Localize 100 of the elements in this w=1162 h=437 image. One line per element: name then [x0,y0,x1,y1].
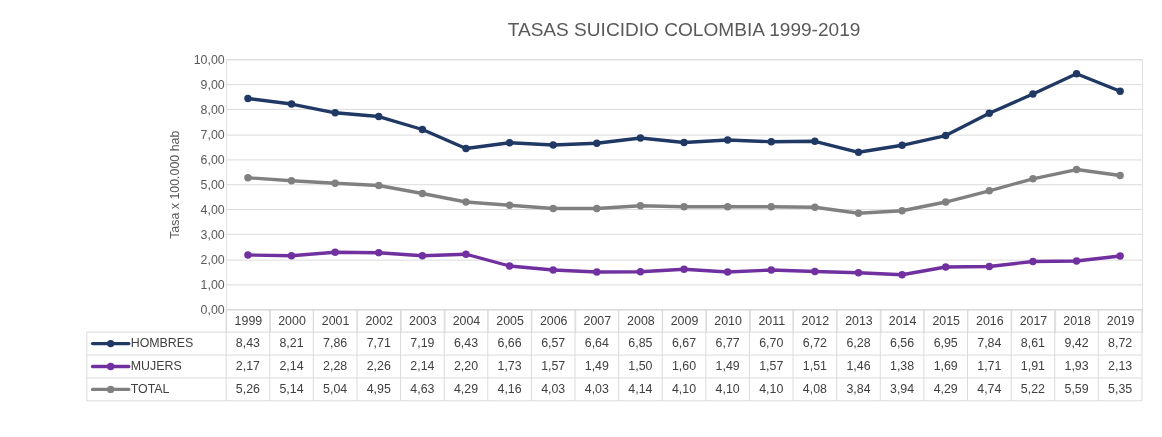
data-label: 6,95 [933,336,958,351]
point [985,262,994,271]
point [375,181,383,190]
point [680,265,688,273]
legend-label: TOTAL [130,382,170,397]
data-label: 6,70 [759,336,784,351]
data-label: 8,43 [235,336,261,351]
data-label: 1,51 [802,359,828,374]
data-label: 8,21 [279,336,304,351]
point [723,136,732,144]
point [1072,257,1081,265]
data-label: 6,85 [628,336,653,351]
point [549,141,557,149]
x-tick-label: 2007 [583,313,612,328]
point [549,266,557,274]
point [985,109,994,117]
y-tick-label: 1,00 [200,277,225,292]
data-label: 1,69 [933,359,958,374]
point [680,138,688,147]
x-tick-label: 2006 [539,313,568,328]
data-label: 2,14 [410,359,435,374]
point [549,204,557,213]
data-label: 4,03 [541,382,566,397]
data-label: 1,93 [1064,359,1089,374]
data-label: 8,72 [1108,336,1133,351]
data-label: 4,29 [453,382,479,397]
y-axis-title: Tasa x 100.000 hab [168,130,183,239]
point [375,112,383,121]
point [767,203,775,211]
point [593,268,601,276]
point [1029,175,1037,183]
data-label: 6,56 [890,336,915,351]
point [287,252,296,260]
point [593,139,601,147]
x-tick-label: 2019 [1106,313,1135,328]
data-label: 7,19 [410,336,435,351]
point [898,141,906,149]
legend-label: HOMBRES [130,336,194,351]
data-label: 9,42 [1064,336,1089,351]
point [375,249,383,257]
y-tick-label: 6,00 [200,152,225,167]
data-label: 1,71 [977,359,1002,374]
y-tick-label: 9,00 [200,77,225,92]
data-label: 7,86 [323,336,348,351]
point [854,148,863,156]
point [287,100,296,108]
data-label: 6,43 [453,336,479,351]
point [942,263,950,271]
x-tick-label: 2008 [627,313,655,328]
legend-label: MUJERS [130,359,182,374]
point [723,268,732,276]
point [898,271,906,279]
data-label: 6,77 [715,336,740,351]
x-tick-label: 2005 [496,313,524,328]
data-label: 4,74 [977,382,1002,397]
data-label: 1,46 [846,359,871,374]
data-label: 1,57 [759,359,784,374]
data-label: 4,14 [628,382,653,397]
point [287,177,296,185]
x-tick-label: 2018 [1063,313,1091,328]
point [462,144,470,153]
point [505,262,514,270]
point [767,266,775,274]
data-label: 1,91 [1020,359,1046,374]
data-label: 4,63 [410,382,435,397]
point [331,109,339,117]
point [767,138,775,146]
data-label: 2,20 [453,359,479,374]
point [811,137,819,145]
data-label: 4,95 [366,382,391,397]
x-tick-label: 2012 [801,313,830,328]
point [1116,252,1124,260]
data-label: 2,13 [1108,359,1133,374]
data-label: 5,14 [279,382,304,397]
x-tick-label: 2003 [409,313,437,328]
data-label: 4,16 [497,382,522,397]
data-label: 5,59 [1064,382,1089,397]
data-label: 4,03 [584,382,609,397]
data-label: 5,26 [235,382,261,397]
point [331,179,339,187]
point [418,189,427,198]
data-label: 2,14 [279,359,304,374]
point [636,134,645,142]
data-label: 7,84 [977,336,1002,351]
data-label: 2,17 [235,359,261,374]
data-label: 1,49 [584,359,609,374]
y-tick-label: 3,00 [200,227,225,242]
point [985,187,994,195]
data-label: 6,64 [584,336,609,351]
y-tick-label: 7,00 [200,127,225,142]
chart-title: TASAS SUICIDIO COLOMBIA 1999-2019 [507,19,861,41]
point [462,198,470,206]
point [723,203,732,211]
data-label: 1,49 [715,359,740,374]
x-tick-label: 2002 [365,313,394,328]
y-tick-label: 2,00 [200,252,225,267]
point [244,94,252,103]
point [593,204,601,213]
point [680,203,688,211]
data-label: 6,66 [497,336,522,351]
